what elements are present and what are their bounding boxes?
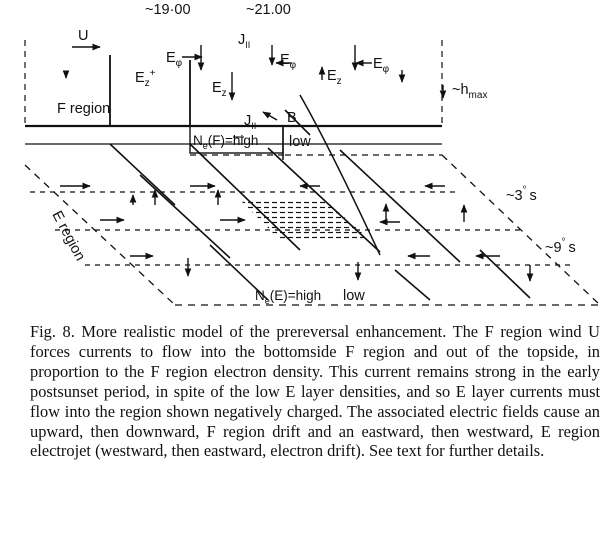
hmax-label: ~hmax xyxy=(452,82,487,101)
j-parallel-label-1: JII xyxy=(238,32,250,50)
wind-u-label: U xyxy=(78,28,88,44)
time-1900-label: ~19·00 xyxy=(145,2,191,18)
horizontal-arrows xyxy=(60,43,500,260)
negative-charge-region xyxy=(240,200,370,240)
ne-f-high-box xyxy=(189,125,284,154)
time-2100-label: ~21.00 xyxy=(246,2,291,18)
ne-e-high-label: Ne(E)=high xyxy=(255,288,321,306)
ez-label-1: Ez xyxy=(212,80,227,99)
ez-plus-label: Ez+ xyxy=(135,68,156,89)
low-e-label: low xyxy=(343,288,365,304)
e-region-label: E region xyxy=(48,208,87,263)
ephi-label-1: Eφ xyxy=(166,50,183,69)
ephi-label-2: Eφ xyxy=(280,52,297,71)
b-field-label: B xyxy=(287,110,297,126)
figure-caption: Fig. 8. More realistic model of the prer… xyxy=(30,322,600,461)
prereversal-enhancement-diagram: ~19·00 ~21.00 U Ez+ Eφ Ez JII Eφ Ez Eφ ~… xyxy=(24,2,601,306)
low-f-label: low xyxy=(289,134,311,150)
j-parallel-label-2: JII xyxy=(244,113,256,131)
f-region-label: F region xyxy=(57,101,110,117)
ne-f-high-label: Ne(F)=high xyxy=(193,133,258,151)
lat-3-label: ~3° s xyxy=(506,185,537,204)
ez-label-2: Ez xyxy=(327,68,342,87)
lat-9-label: ~9° s xyxy=(545,237,576,256)
ephi-label-3: Eφ xyxy=(373,56,390,75)
b-field-line xyxy=(299,94,381,256)
